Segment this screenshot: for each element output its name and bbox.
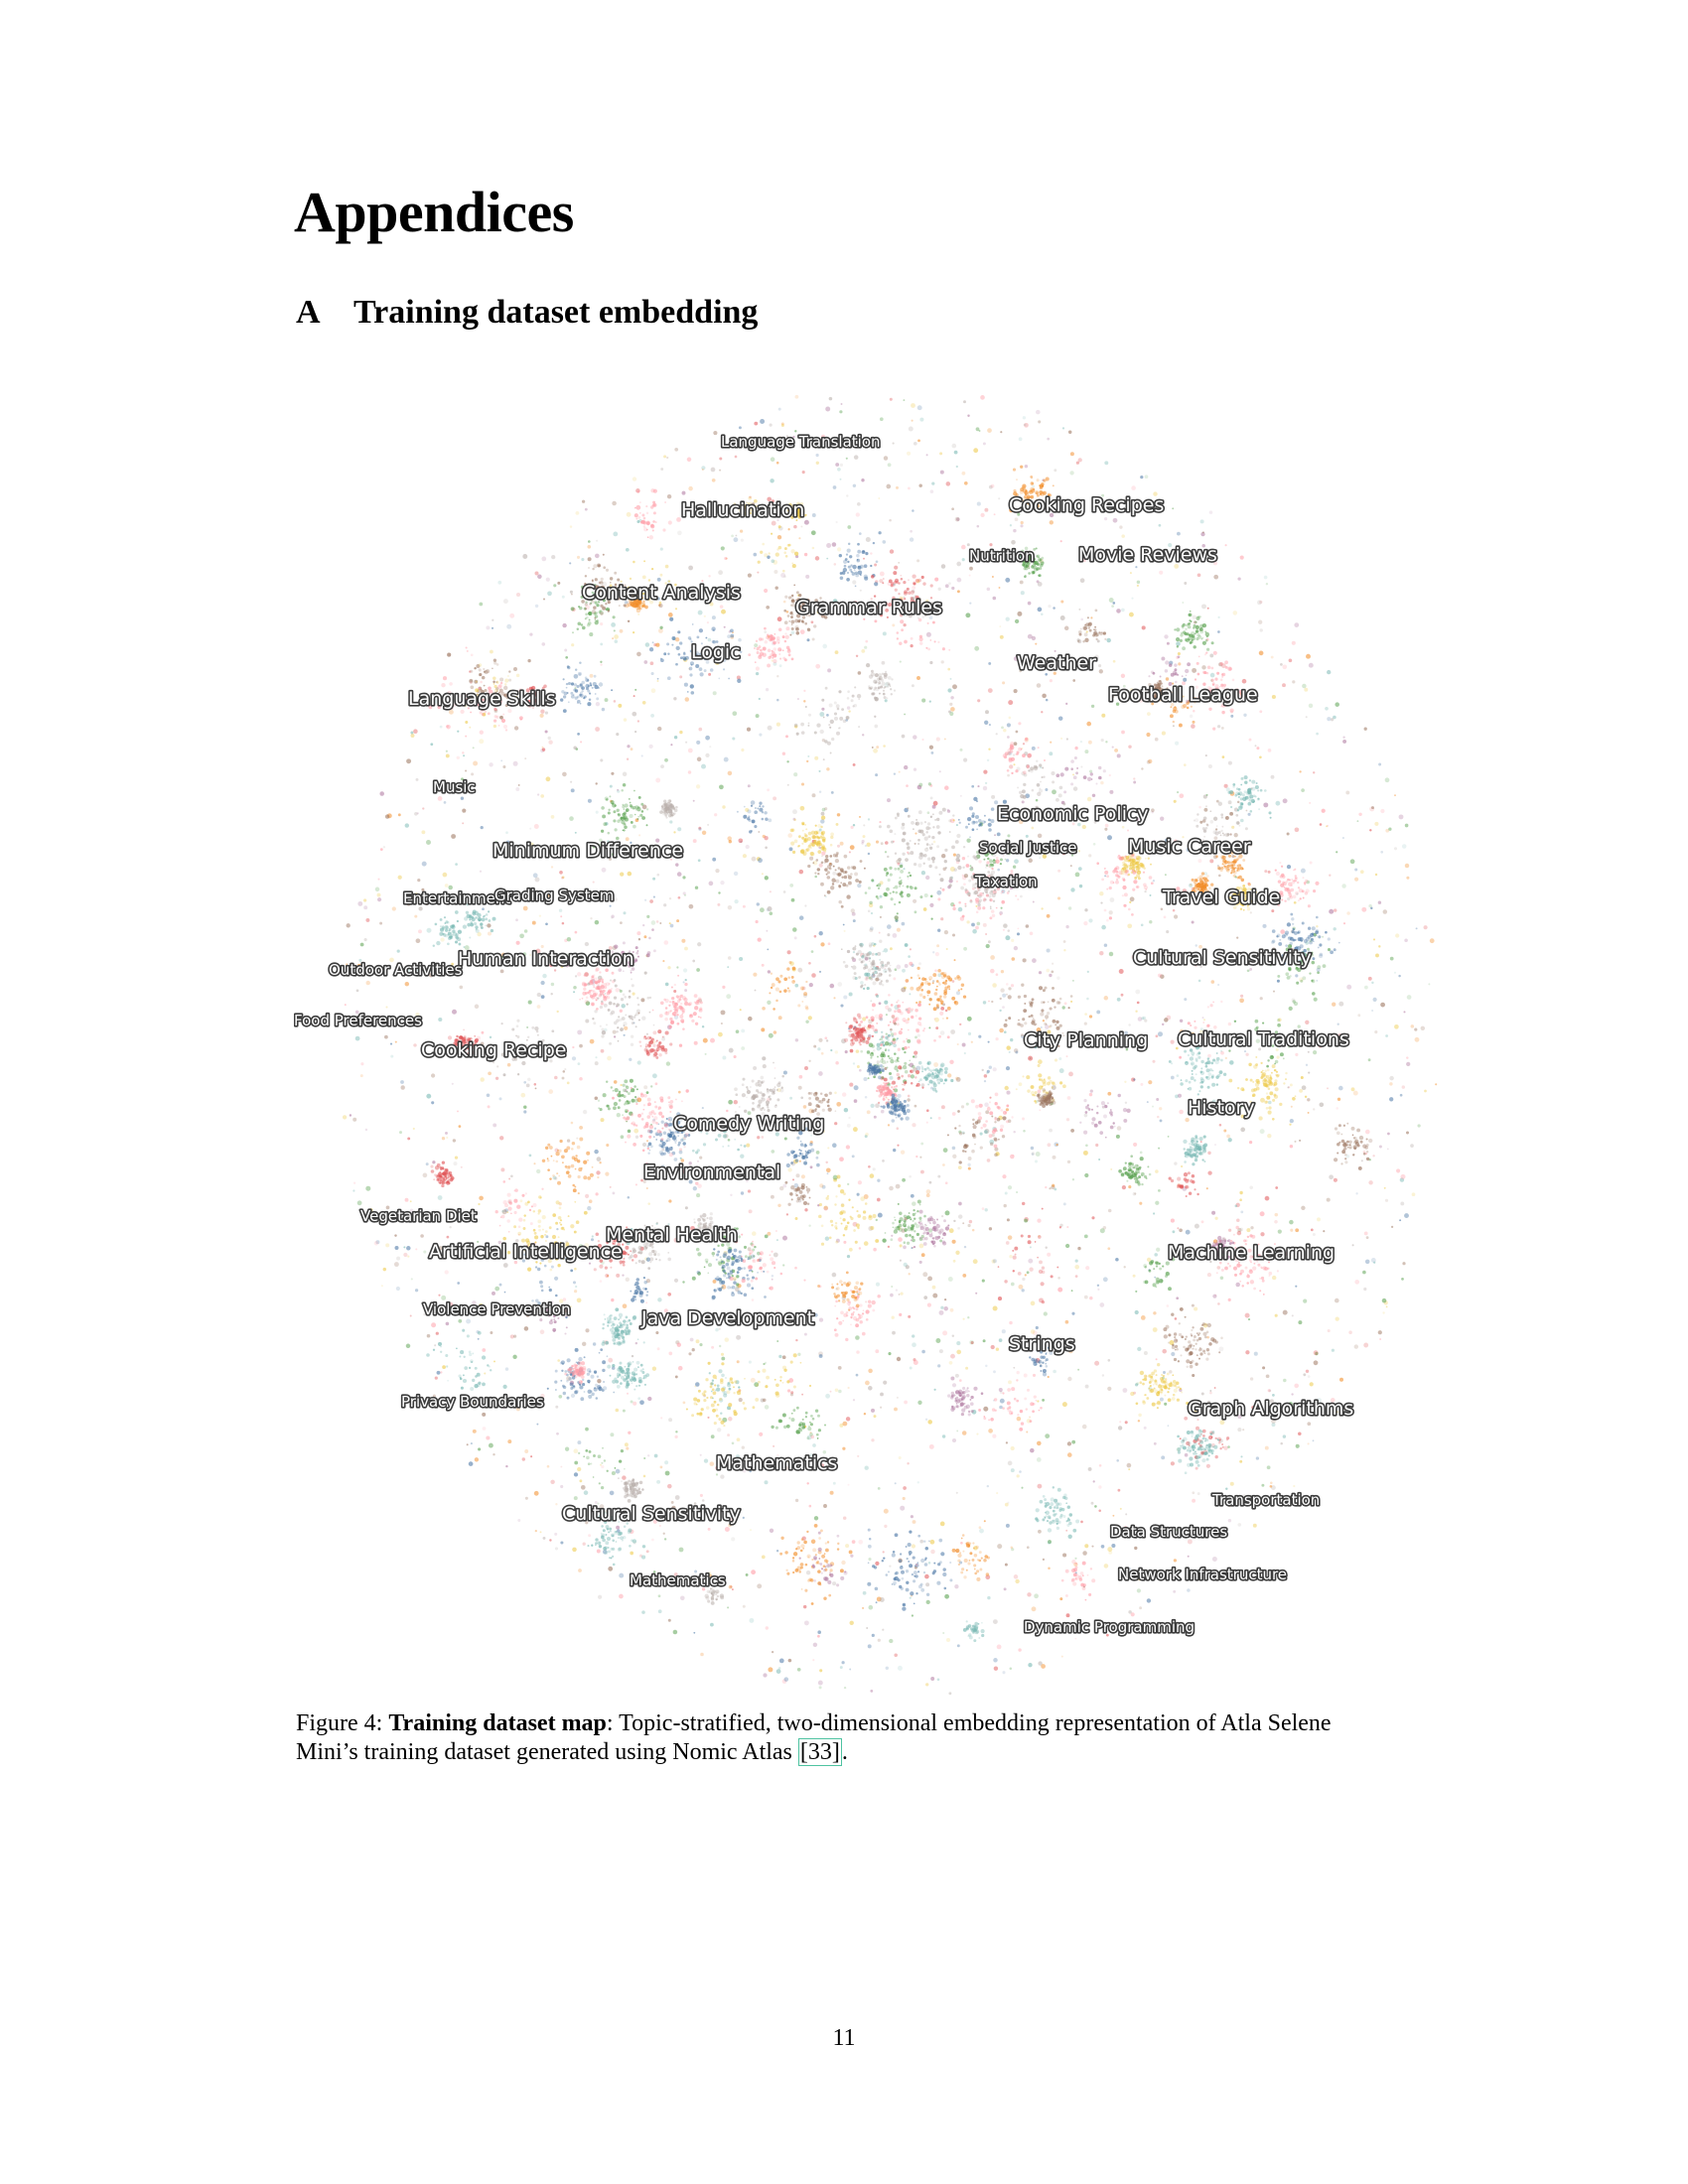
page-heading: Appendices xyxy=(294,180,574,244)
topic-label: Music xyxy=(433,778,476,796)
caption-text: : Topic-stratified, two-dimensional embe… xyxy=(296,1710,1332,1765)
topic-label: Violence Prevention xyxy=(423,1300,571,1318)
topic-label: Mental Health xyxy=(606,1224,738,1246)
topic-label: Dynamic Programming xyxy=(1024,1618,1195,1636)
topic-label: Network Infrastructure xyxy=(1118,1566,1287,1583)
topic-label: Machine Learning xyxy=(1168,1242,1335,1264)
topic-label: Taxation xyxy=(974,873,1038,890)
topic-label: Mathematics xyxy=(716,1452,837,1474)
embedding-map-figure: Language Translation Hallucination Cooking… xyxy=(294,377,1485,1707)
topic-label: Data Structures xyxy=(1110,1523,1227,1541)
topic-label: Java Development xyxy=(640,1307,814,1329)
topic-label: Social Justice xyxy=(979,839,1077,857)
topic-label: Movie Reviews xyxy=(1078,544,1217,566)
topic-label: Grading System xyxy=(494,887,614,904)
topic-label: Logic xyxy=(691,641,741,663)
topic-label: Weather xyxy=(1017,652,1096,674)
topic-label: Music Career xyxy=(1128,836,1251,858)
topic-label: Vegetarian Diet xyxy=(360,1207,477,1225)
topic-label: Graph Algorithms xyxy=(1188,1398,1353,1420)
topic-label: City Planning xyxy=(1024,1029,1148,1051)
topic-label: Nutrition xyxy=(969,547,1035,565)
topic-label: Minimum Difference xyxy=(492,840,683,862)
topic-label: Cultural Traditions xyxy=(1178,1028,1349,1050)
topic-label: Mathematics xyxy=(630,1571,726,1589)
topic-label: Strings xyxy=(1009,1333,1075,1355)
embedding-points xyxy=(342,394,1438,1696)
topic-label: Grammar Rules xyxy=(795,597,942,618)
topic-label: History xyxy=(1188,1097,1255,1119)
caption-bold: Training dataset map xyxy=(388,1710,607,1736)
caption-prefix: Figure 4: xyxy=(296,1710,389,1736)
topic-label: Environmental xyxy=(643,1161,780,1183)
topic-labels: Language Translation Hallucination Cooking… xyxy=(294,431,1355,1637)
figure-caption: Figure 4: Training dataset map: Topic-st… xyxy=(296,1709,1398,1767)
topic-label: Content Analysis xyxy=(582,582,741,604)
section-heading: A Training dataset embedding xyxy=(296,294,758,332)
caption-end: . xyxy=(841,1739,848,1765)
topic-label: Cultural Sensitivity xyxy=(1133,947,1312,969)
topic-label: Hallucination xyxy=(681,499,804,521)
topic-label: Economic Policy xyxy=(997,803,1149,825)
topic-label: Cultural Sensitivity xyxy=(562,1503,741,1525)
topic-label: Comedy Writing xyxy=(673,1113,824,1135)
topic-label: Language Skills xyxy=(408,688,556,710)
topic-label: Language Translation xyxy=(721,433,881,451)
citation-link[interactable]: [33] xyxy=(797,1738,842,1766)
section-title: Training dataset embedding xyxy=(353,294,759,331)
topic-label: Transportation xyxy=(1211,1491,1320,1509)
topic-label: Cooking Recipe xyxy=(421,1039,566,1061)
topic-label: Human Interaction xyxy=(458,948,634,970)
topic-label: Artificial Intelligence xyxy=(429,1241,623,1263)
topic-label: Food Preferences xyxy=(294,1012,422,1029)
topic-label: Cooking Recipes xyxy=(1009,494,1164,516)
section-number: A xyxy=(296,294,321,331)
topic-label: Travel Guide xyxy=(1162,887,1280,908)
embedding-map: Language Translation Hallucination Cooking… xyxy=(294,394,1438,1696)
topic-label: Entertainment xyxy=(403,889,510,907)
topic-label: Outdoor Activities xyxy=(329,961,463,979)
page-number: 11 xyxy=(832,2025,856,2051)
topic-label: Privacy Boundaries xyxy=(401,1393,544,1411)
topic-label: Football League xyxy=(1108,684,1258,706)
